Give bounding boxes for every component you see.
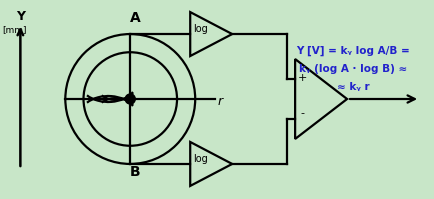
Text: Y [V] = kᵧ log A/B =: Y [V] = kᵧ log A/B = [296,46,410,56]
Text: Y: Y [16,10,25,22]
Text: r: r [217,95,222,108]
Text: log: log [193,154,208,164]
Text: log: log [193,24,208,34]
Text: ≈ kᵧ r: ≈ kᵧ r [337,82,369,92]
Text: A: A [130,11,141,25]
Circle shape [125,94,135,104]
Text: [mm]: [mm] [2,25,26,34]
Text: +: + [297,73,307,83]
Text: -: - [300,109,304,119]
Text: kᵧ (log A · log B) ≈: kᵧ (log A · log B) ≈ [299,64,407,74]
Text: B: B [130,165,141,179]
